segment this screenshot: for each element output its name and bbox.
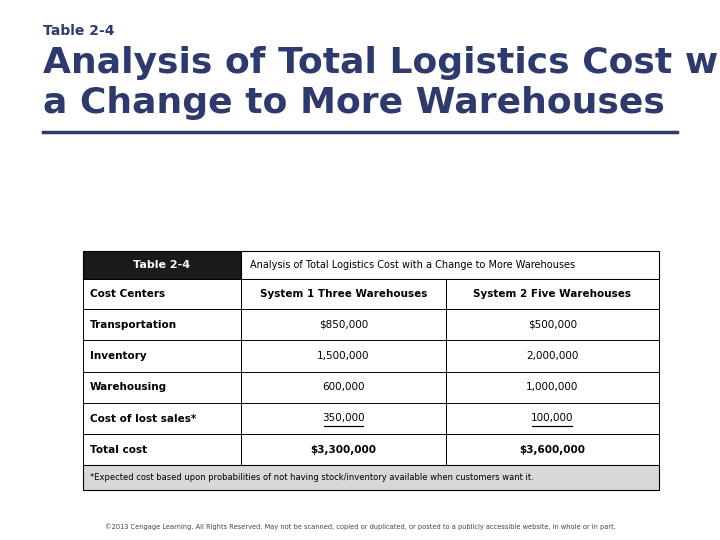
- Text: Cost of lost sales*: Cost of lost sales*: [90, 414, 197, 423]
- Text: System 1 Three Warehouses: System 1 Three Warehouses: [260, 289, 427, 299]
- Text: 2,000,000: 2,000,000: [526, 351, 578, 361]
- Text: Transportation: Transportation: [90, 320, 177, 329]
- Bar: [446, 340, 659, 372]
- Text: System 2 Five Warehouses: System 2 Five Warehouses: [473, 289, 631, 299]
- Text: $500,000: $500,000: [528, 320, 577, 329]
- Text: Analysis of Total Logistics Cost with: Analysis of Total Logistics Cost with: [43, 46, 720, 80]
- Bar: [83, 251, 241, 279]
- Bar: [241, 340, 446, 372]
- Text: Analysis of Total Logistics Cost with a Change to More Warehouses: Analysis of Total Logistics Cost with a …: [250, 260, 575, 270]
- Bar: [83, 372, 241, 403]
- Bar: [83, 403, 241, 434]
- Bar: [241, 434, 446, 465]
- Text: 600,000: 600,000: [322, 382, 365, 392]
- Bar: [83, 309, 241, 340]
- Text: ©2013 Cengage Learning. All Rights Reserved. May not be scanned, copied or dupli: ©2013 Cengage Learning. All Rights Reser…: [104, 524, 616, 530]
- Bar: [446, 372, 659, 403]
- Bar: [446, 434, 659, 465]
- Bar: [241, 372, 446, 403]
- Text: Table 2-4: Table 2-4: [133, 260, 191, 270]
- Text: $3,600,000: $3,600,000: [519, 445, 585, 455]
- Text: Cost Centers: Cost Centers: [90, 289, 165, 299]
- Bar: [241, 309, 446, 340]
- Text: 1,000,000: 1,000,000: [526, 382, 578, 392]
- Text: Warehousing: Warehousing: [90, 382, 167, 392]
- Text: *Expected cost based upon probabilities of not having stock/inventory available : *Expected cost based upon probabilities …: [90, 473, 534, 482]
- Text: 1,500,000: 1,500,000: [318, 351, 369, 361]
- Bar: [241, 403, 446, 434]
- Text: Inventory: Inventory: [90, 351, 147, 361]
- Bar: [83, 340, 241, 372]
- Text: 100,000: 100,000: [531, 414, 574, 423]
- Bar: [241, 251, 659, 279]
- Bar: [446, 279, 659, 309]
- Text: $3,300,000: $3,300,000: [310, 445, 377, 455]
- Text: a Change to More Warehouses: a Change to More Warehouses: [43, 86, 665, 120]
- Bar: [446, 309, 659, 340]
- Text: $850,000: $850,000: [319, 320, 368, 329]
- Bar: [446, 403, 659, 434]
- Bar: [83, 434, 241, 465]
- Bar: [241, 279, 446, 309]
- Bar: [83, 279, 241, 309]
- Text: 350,000: 350,000: [322, 414, 365, 423]
- Text: Table 2-4: Table 2-4: [43, 24, 114, 38]
- Bar: [83, 465, 659, 490]
- Text: Total cost: Total cost: [90, 445, 147, 455]
